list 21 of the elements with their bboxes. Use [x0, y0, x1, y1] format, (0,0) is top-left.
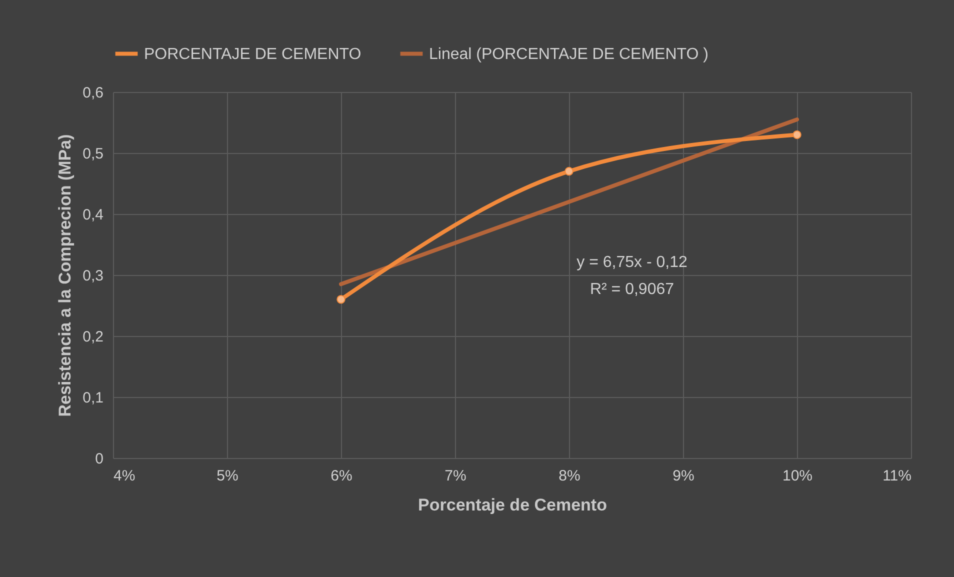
x-tick-label: 7% [444, 468, 466, 484]
y-tick-label: 0,2 [82, 328, 104, 346]
y-tick-label: 0 [95, 450, 104, 468]
x-tick-label: 11% [882, 468, 912, 484]
annotation: R² = 0,9067 [590, 281, 674, 298]
legend-label: PORCENTAJE DE CEMENTO [144, 46, 362, 63]
x-tick-label: 4% [114, 468, 136, 484]
annotation: y = 6,75x - 0,12 [576, 254, 688, 271]
legend-label: Lineal (PORCENTAJE DE CEMENTO ) [429, 46, 708, 63]
y-tick-label: 0,1 [82, 390, 104, 406]
x-axis-title: Porcentaje de Cemento [418, 496, 607, 514]
y-tick-label: 0,6 [82, 84, 104, 102]
x-tick-label: 10% [782, 468, 813, 484]
y-tick-label: 0,5 [82, 146, 104, 162]
x-tick-label: 8% [558, 468, 580, 484]
y-tick-label: 0,3 [82, 268, 104, 284]
x-tick-label: 6% [330, 468, 352, 484]
y-axis-title: Resistencia a la Comprecion (MPa) [56, 134, 75, 417]
x-tick-label: 5% [216, 468, 238, 484]
x-tick-label: 9% [672, 468, 694, 484]
y-tick-label: 0,4 [82, 206, 104, 224]
